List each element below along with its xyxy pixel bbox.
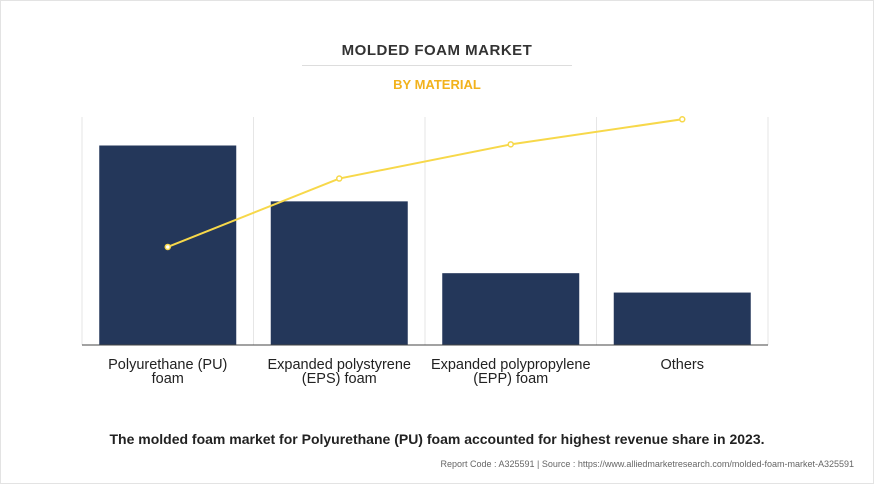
title-divider — [302, 65, 572, 66]
line-point — [679, 116, 686, 123]
bar — [613, 292, 751, 345]
bar — [442, 273, 580, 345]
x-tick-label: Expanded polystyrene (EPS) foam — [267, 357, 412, 387]
source-note: Report Code : A325591 | Source : https:/… — [440, 459, 854, 469]
x-tick-label: Polyurethane (PU) foam — [108, 357, 228, 387]
chart-title: MOLDED FOAM MARKET — [341, 42, 533, 59]
line-point — [336, 175, 343, 182]
chart-caption: The molded foam market for Polyurethane … — [109, 431, 765, 447]
bar — [270, 201, 408, 345]
chart-subtitle: BY MATERIAL — [393, 77, 481, 92]
line-series — [167, 118, 683, 248]
x-tick-label: Others — [660, 357, 704, 373]
x-tick-label: Expanded polypropylene (EPP) foam — [430, 357, 591, 387]
line-point — [507, 141, 514, 148]
line-point — [164, 243, 171, 251]
